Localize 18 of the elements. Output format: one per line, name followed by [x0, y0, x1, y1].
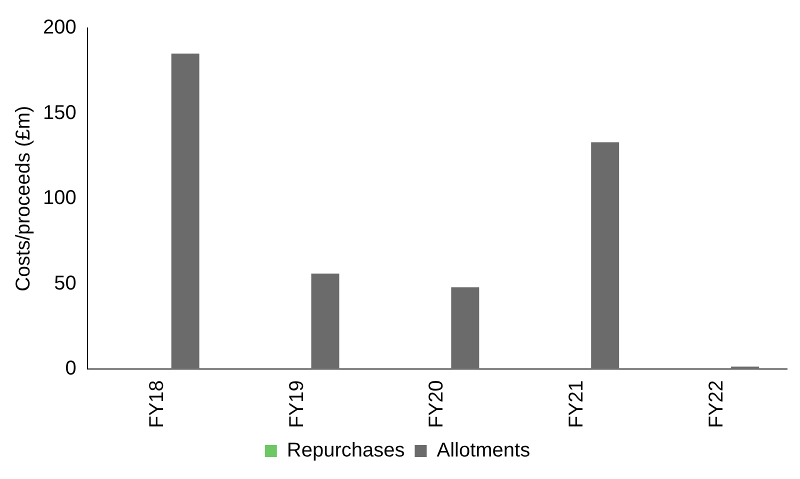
y-tick-label: 150	[42, 102, 76, 124]
bar	[171, 54, 200, 370]
x-tick-label: FY18	[146, 380, 168, 428]
y-tick-label: 200	[42, 16, 76, 39]
x-tick-label: FY20	[426, 380, 448, 428]
x-tick-label: FY19	[286, 380, 308, 428]
y-tick-label: 100	[42, 187, 76, 210]
bar	[451, 287, 480, 370]
y-tick-label: 50	[54, 272, 76, 294]
bar	[731, 366, 760, 370]
bar	[591, 142, 620, 370]
legend-label: Repurchases	[286, 440, 405, 462]
x-tick-label: FY21	[566, 380, 588, 428]
bar	[311, 274, 340, 370]
legend-label: Allotments	[436, 440, 530, 462]
y-tick-label: 0	[65, 358, 76, 380]
y-axis-title: Costs/proceeds (£m)	[12, 106, 35, 292]
x-tick-label: FY22	[706, 380, 728, 428]
